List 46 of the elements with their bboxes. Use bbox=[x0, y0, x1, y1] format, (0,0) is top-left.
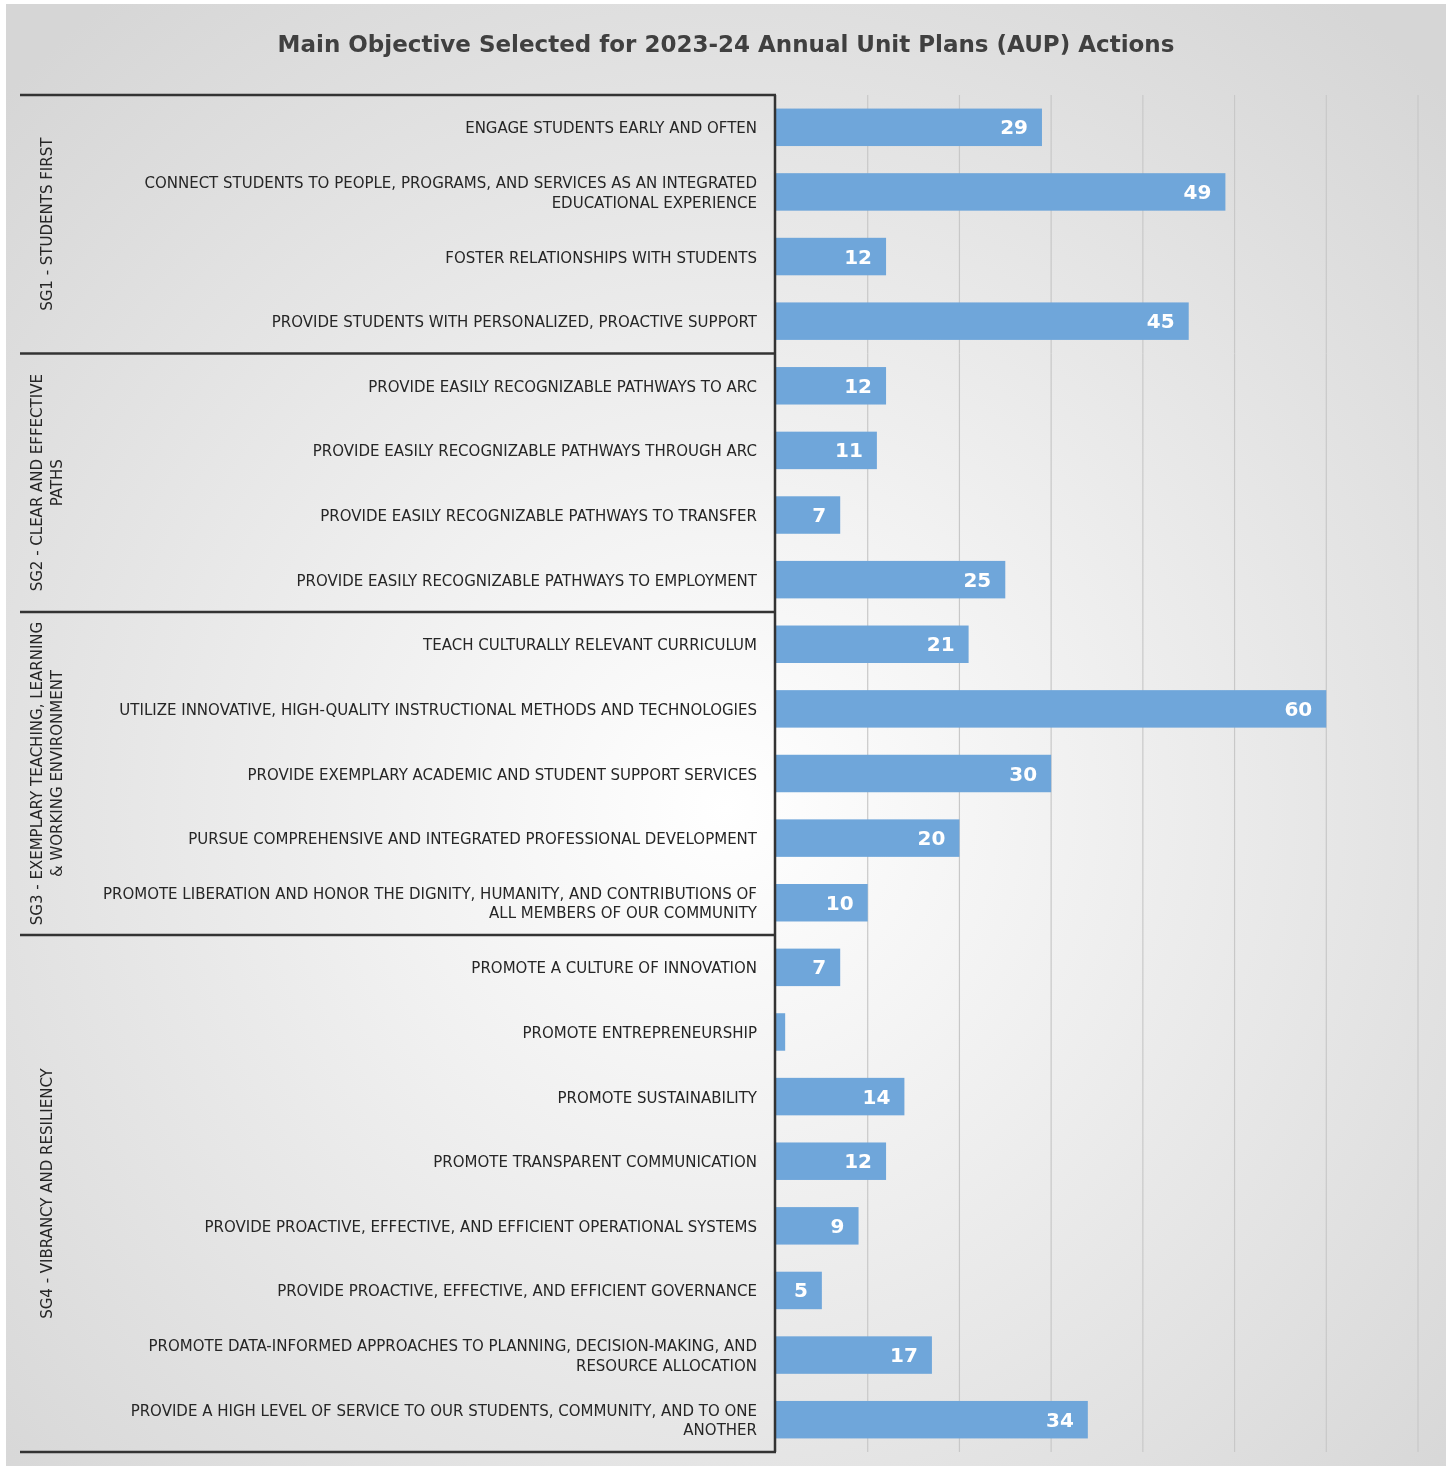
data-label: 20 bbox=[917, 826, 946, 851]
y-tick-label: PROMOTE A CULTURE OF INNOVATION bbox=[471, 959, 757, 978]
y-tick-label: CONNECT STUDENTS TO PEOPLE, PROGRAMS, AND SERVICES AS AN INTEGRATED EDUCATIONAL EXPERIENCE bbox=[144, 174, 757, 212]
y-tick-label: PROVIDE EASILY RECOGNIZABLE PATHWAYS TO TRANSFER bbox=[320, 507, 757, 526]
y-axis-title: SG1 - STUDENTS FIRST bbox=[38, 136, 56, 311]
y-tick-label: ENGAGE STUDENTS EARLY AND OFTEN bbox=[465, 119, 757, 138]
data-label: 10 bbox=[825, 890, 854, 915]
y-tick-label: PURSUE COMPREHENSIVE AND INTEGRATED PROFESSIONAL DEVELOPMENT bbox=[188, 830, 758, 849]
y-tick-label: PROVIDE STUDENTS WITH PERSONALIZED, PROACTIVE SUPPORT bbox=[271, 313, 758, 332]
y-tick-label: FOSTER RELATIONSHIPS WITH STUDENTS bbox=[445, 248, 757, 267]
y-tick-label: PROVIDE EASILY RECOGNIZABLE PATHWAYS TO ARC bbox=[368, 377, 757, 396]
data-label: 21 bbox=[926, 632, 955, 657]
data-label: 60 bbox=[1284, 696, 1313, 721]
y-tick-label: PROMOTE ENTREPRENEURSHIP bbox=[522, 1023, 757, 1042]
y-tick-label: PROVIDE PROACTIVE, EFFECTIVE, AND EFFICIENT OPERATIONAL SYSTEMS bbox=[204, 1217, 757, 1236]
y-tick-label: PROMOTE LIBERATION AND HONOR THE DIGNITY, HUMANITY, AND CONTRIBUTIONS OF ALL MEMBERS OF OUR COMMUNITY bbox=[102, 884, 758, 923]
y-tick-label: PROMOTE SUSTAINABILITY bbox=[557, 1088, 758, 1107]
data-label: 25 bbox=[963, 567, 992, 592]
data-label: 11 bbox=[835, 438, 863, 463]
data-label: 5 bbox=[793, 1278, 808, 1303]
data-label: 12 bbox=[844, 1149, 873, 1174]
data-label: 30 bbox=[1009, 761, 1038, 786]
y-tick-label: PROVIDE PROACTIVE, EFFECTIVE, AND EFFICIENT GOVERNANCE bbox=[277, 1282, 757, 1301]
y-tick-label: PROMOTE DATA-INFORMED APPROACHES TO PLANNING, DECISION-MAKING, AND RESOURCE ALLOCATION bbox=[148, 1337, 757, 1375]
data-label: 45 bbox=[1146, 309, 1175, 334]
y-tick-label: TEACH CULTURALLY RELEVANT CURRICULUM bbox=[422, 636, 757, 655]
data-label: 9 bbox=[830, 1213, 845, 1238]
y-tick-label: PROVIDE EASILY RECOGNIZABLE PATHWAYS THROUGH ARC bbox=[312, 442, 757, 461]
data-label: 12 bbox=[844, 244, 873, 269]
data-label: 34 bbox=[1045, 1407, 1074, 1432]
data-label: 14 bbox=[862, 1084, 891, 1109]
data-label: 17 bbox=[890, 1343, 918, 1368]
chart-title: Main Objective Selected for 2023-24 Annual Unit Plans (AUP) Actions bbox=[277, 31, 1175, 57]
y-axis-title: SG3 - EXEMPLARY TEACHING, LEARNING & WORKING ENVIRONMENT bbox=[28, 621, 66, 926]
y-tick-label: PROVIDE EXEMPLARY ACADEMIC AND STUDENT SUPPORT SERVICES bbox=[247, 765, 757, 784]
y-axis-title: SG4 - VIBRANCY AND RESILIENCY bbox=[38, 1067, 56, 1319]
y-tick-label: UTILIZE INNOVATIVE, HIGH-QUALITY INSTRUCTIONAL METHODS AND TECHNOLOGIES bbox=[119, 700, 757, 719]
data-label: 7 bbox=[812, 503, 827, 528]
data-label: 12 bbox=[844, 373, 873, 398]
y-tick-label: PROVIDE EASILY RECOGNIZABLE PATHWAYS TO EMPLOYMENT bbox=[296, 571, 758, 590]
data-label: 49 bbox=[1183, 179, 1212, 204]
data-label: 7 bbox=[812, 955, 827, 980]
y-tick-label: PROMOTE TRANSPARENT COMMUNICATION bbox=[433, 1153, 757, 1172]
data-label: 29 bbox=[1000, 115, 1028, 140]
y-axis-title: SG2 - CLEAR AND EFFECTIVE PATHS bbox=[28, 374, 66, 592]
y-tick-label: PROVIDE A HIGH LEVEL OF SERVICE TO OUR STUDENTS, COMMUNITY, AND TO ONE ANOTHER bbox=[130, 1401, 757, 1440]
